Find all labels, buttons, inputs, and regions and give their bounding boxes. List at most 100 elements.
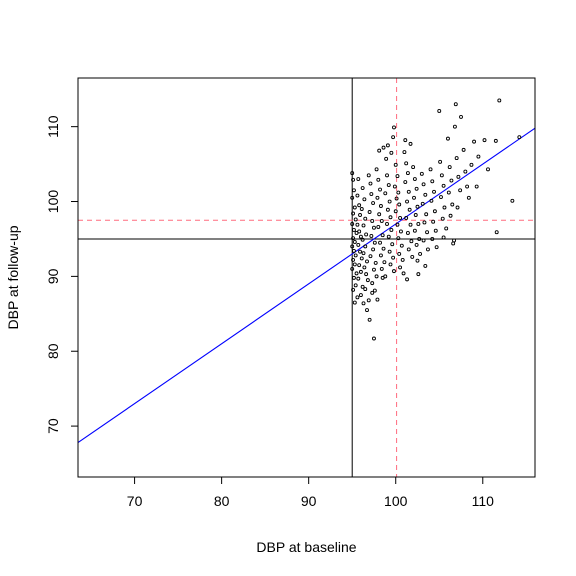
- data-point: [365, 259, 369, 264]
- data-point: [355, 295, 360, 300]
- data-point: [399, 243, 404, 248]
- data-point: [387, 249, 392, 254]
- data-point: [351, 257, 356, 262]
- data-point: [430, 179, 435, 184]
- data-point: [362, 197, 367, 202]
- data-point: [397, 202, 402, 207]
- data-point: [416, 222, 421, 226]
- data-point: [398, 265, 403, 270]
- data-point: [354, 271, 359, 276]
- data-point: [353, 253, 358, 258]
- data-point: [413, 213, 418, 217]
- data-point: [372, 267, 376, 272]
- data-point: [510, 198, 515, 203]
- data-point: [404, 161, 409, 166]
- data-point: [393, 209, 398, 214]
- data-point: [350, 171, 355, 176]
- data-point: [369, 234, 374, 238]
- data-point: [405, 171, 410, 176]
- data-point: [408, 141, 413, 146]
- data-point: [383, 191, 388, 196]
- data-point: [432, 209, 437, 214]
- data-point: [482, 138, 487, 143]
- data-point: [448, 213, 453, 218]
- data-point: [402, 150, 407, 155]
- data-point: [360, 284, 365, 289]
- data-point: [361, 301, 366, 306]
- data-point: [431, 219, 436, 224]
- x-tick-label: 100: [384, 493, 408, 509]
- data-point: [389, 150, 394, 155]
- data-point: [415, 258, 420, 263]
- data-point: [372, 336, 376, 341]
- data-point: [461, 147, 466, 152]
- data-point: [366, 173, 371, 178]
- x-tick-label: 110: [472, 493, 495, 509]
- data-point: [389, 228, 394, 232]
- data-point: [359, 256, 364, 261]
- data-point: [378, 187, 383, 192]
- data-point: [378, 253, 383, 258]
- data-point: [396, 236, 401, 241]
- data-points: [350, 98, 522, 341]
- regression-line: [78, 127, 535, 444]
- x-axis: 70 80 90 100 110: [127, 476, 495, 509]
- data-point: [357, 203, 362, 208]
- data-point: [373, 260, 378, 265]
- data-point: [374, 167, 379, 172]
- data-point: [446, 190, 451, 195]
- data-point: [350, 222, 355, 226]
- data-point: [440, 216, 445, 221]
- data-point: [358, 234, 363, 239]
- data-point: [376, 225, 381, 229]
- data-point: [403, 180, 408, 185]
- data-point: [412, 228, 417, 233]
- data-point: [469, 162, 474, 167]
- data-point: [352, 262, 357, 267]
- data-point: [401, 271, 406, 276]
- data-point: [366, 298, 371, 303]
- data-point: [422, 220, 427, 225]
- data-point: [380, 233, 385, 238]
- data-point: [364, 232, 369, 237]
- data-point: [459, 114, 463, 119]
- data-point: [379, 219, 384, 223]
- data-point: [406, 247, 411, 252]
- data-point: [405, 277, 409, 282]
- data-point: [425, 230, 430, 235]
- data-point: [355, 222, 360, 227]
- data-point: [368, 181, 373, 186]
- y-tick-label: 80: [45, 343, 61, 359]
- data-point: [350, 195, 355, 200]
- data-point: [474, 184, 479, 189]
- data-point: [358, 249, 362, 254]
- data-point: [423, 192, 428, 197]
- data-point: [414, 186, 419, 191]
- data-point: [387, 199, 392, 204]
- data-point: [377, 148, 382, 153]
- data-point: [370, 281, 375, 286]
- data-point: [362, 265, 367, 270]
- data-point: [447, 165, 452, 170]
- data-point: [378, 240, 383, 245]
- data-point: [363, 287, 368, 292]
- data-point: [450, 202, 455, 207]
- data-point: [351, 188, 356, 193]
- data-point: [439, 195, 443, 199]
- data-point: [351, 248, 356, 253]
- data-point: [351, 236, 356, 241]
- y-axis-title: DBP at follow-up: [5, 225, 21, 329]
- data-point: [398, 216, 403, 220]
- data-point: [472, 139, 477, 144]
- x-axis-title: DBP at baseline: [256, 539, 356, 555]
- data-point: [424, 212, 429, 217]
- data-point: [418, 251, 423, 256]
- data-point: [367, 317, 372, 322]
- data-point: [395, 222, 400, 227]
- data-point: [408, 222, 413, 227]
- data-point: [425, 247, 430, 252]
- data-point: [385, 222, 389, 226]
- data-point: [374, 274, 379, 279]
- data-point: [437, 108, 442, 113]
- data-point: [416, 272, 421, 277]
